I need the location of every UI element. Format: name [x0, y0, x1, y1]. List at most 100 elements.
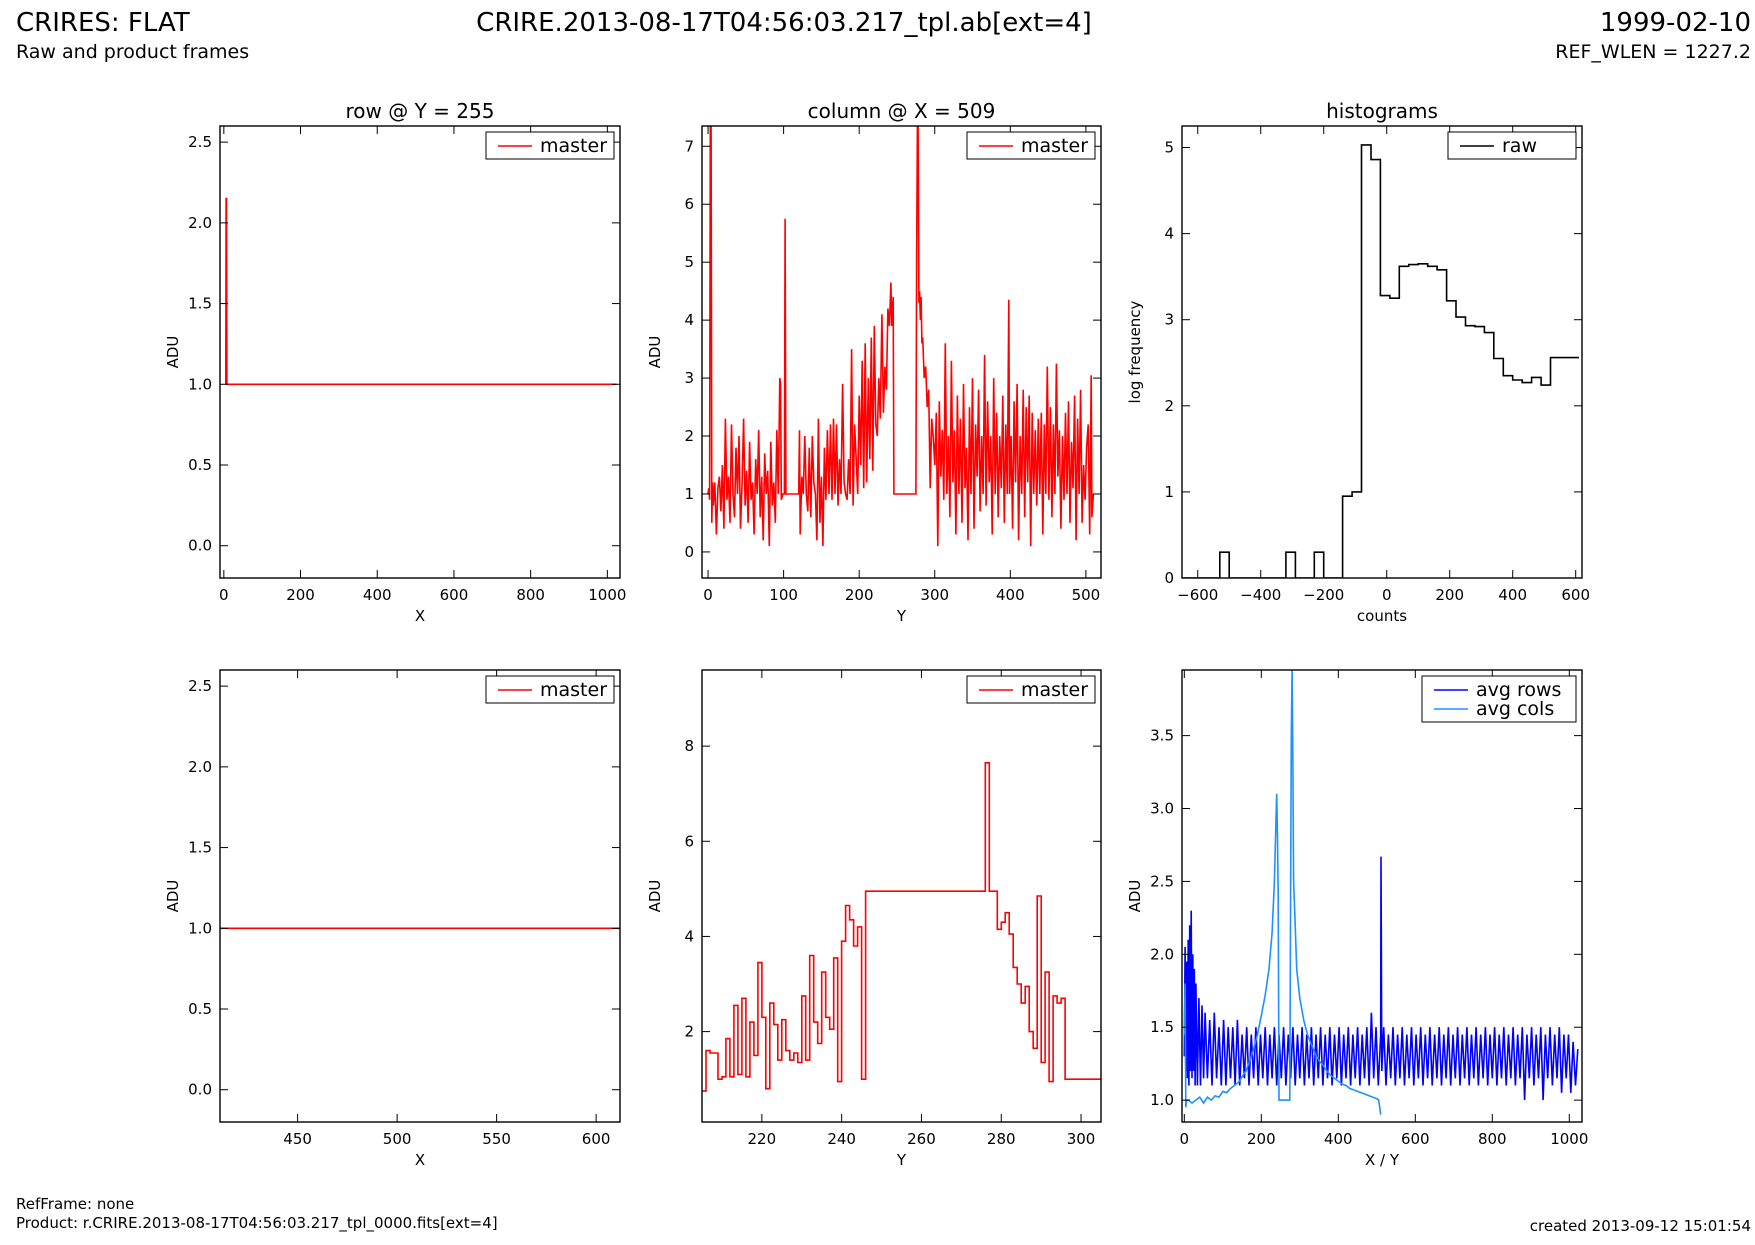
x-tick-label: 300 — [920, 586, 949, 604]
y-tick-label: 6 — [684, 832, 694, 850]
created-timestamp: created 2013-09-12 15:01:54 — [1529, 1217, 1751, 1235]
product-name: Product: r.CRIRE.2013-08-17T04:56:03.217… — [16, 1214, 498, 1232]
ref-frame: RefFrame: none — [16, 1195, 135, 1213]
x-tick-label: 1000 — [1550, 1130, 1588, 1148]
y-tick-label: 4 — [684, 927, 694, 945]
x-tick-label: 550 — [482, 1130, 511, 1148]
x-tick-label: 400 — [1324, 1130, 1353, 1148]
y-axis-label: ADU — [646, 880, 664, 913]
x-axis-label: counts — [1357, 607, 1407, 625]
legend-box — [1421, 675, 1577, 723]
y-axis-label: ADU — [164, 336, 182, 369]
legend-label: avg cols — [1476, 698, 1554, 720]
x-tick-label: −200 — [1303, 586, 1344, 604]
y-tick-label: 5 — [1164, 139, 1174, 157]
y-axis-label: ADU — [1126, 880, 1144, 913]
x-tick-label: 0 — [1382, 586, 1392, 604]
y-tick-label: 1.0 — [1150, 1091, 1174, 1109]
y-tick-label: 1.5 — [188, 295, 212, 313]
legend-label: master — [1021, 679, 1088, 701]
legend: master — [485, 131, 615, 160]
legend-label: master — [540, 135, 607, 157]
y-tick-label: 0.0 — [188, 1081, 212, 1099]
legend: master — [485, 675, 615, 704]
plot-frame — [1181, 125, 1583, 579]
x-tick-label: −400 — [1240, 586, 1281, 604]
plot-frame — [1181, 669, 1583, 1123]
chart-panel-3: −600 −400 −200 0 200 400 600 0 1 2 3 4 5 histograms co… — [1126, 99, 1590, 625]
x-tick-label: 500 — [383, 1130, 412, 1148]
y-axis-label: log frequency — [1126, 300, 1144, 403]
y-tick-label: 1 — [1164, 483, 1174, 501]
x-tick-label: 800 — [1478, 1130, 1507, 1148]
x-tick-label: 600 — [440, 586, 469, 604]
y-tick-label: 2.0 — [188, 214, 212, 232]
x-axis-label: Y — [896, 1151, 907, 1169]
y-tick-label: 0 — [684, 543, 694, 561]
y-tick-label: 5 — [684, 253, 694, 271]
legend-label: master — [540, 679, 607, 701]
series-line-raw — [1182, 144, 1579, 578]
y-tick-label: 2.5 — [1150, 872, 1174, 890]
report-subtitle: Raw and product frames — [16, 41, 250, 63]
legend-label: avg rows — [1476, 679, 1561, 701]
y-tick-label: 0.5 — [188, 1000, 212, 1018]
x-tick-label: 200 — [845, 586, 874, 604]
x-axis-label: X / Y — [1365, 1151, 1400, 1169]
y-tick-label: 2.5 — [188, 133, 212, 151]
x-tick-label: 240 — [827, 1130, 856, 1148]
x-tick-label: 100 — [769, 586, 798, 604]
x-tick-label: 200 — [1435, 586, 1464, 604]
y-tick-label: 1.0 — [188, 919, 212, 937]
y-axis-label: ADU — [646, 336, 664, 369]
y-tick-label: 2.0 — [1150, 945, 1174, 963]
y-tick-label: 1.5 — [188, 839, 212, 857]
y-tick-label: 6 — [684, 195, 694, 213]
x-tick-label: 600 — [582, 1130, 611, 1148]
chart-panel-6: 0 200 400 600 800 1000 1.0 1.5 2.0 2.5 3.0 3.5 X / Y… — [1126, 669, 1588, 1169]
ref-wlen: REF_WLEN = 1227.2 — [1555, 41, 1751, 63]
plot-frame — [219, 669, 621, 1123]
y-tick-label: 2 — [1164, 397, 1174, 415]
series-line-master — [707, 126, 1095, 547]
y-tick-label: 3 — [684, 369, 694, 387]
chart-title: row @ Y = 255 — [346, 99, 495, 123]
y-tick-label: 2.5 — [188, 677, 212, 695]
y-tick-label: 2 — [684, 1023, 694, 1041]
legend-label: raw — [1502, 135, 1537, 157]
y-tick-label: 3.5 — [1150, 727, 1174, 745]
x-tick-label: 400 — [1498, 586, 1527, 604]
x-tick-label: 400 — [996, 586, 1025, 604]
x-tick-label: 600 — [1401, 1130, 1430, 1148]
x-tick-label: 220 — [748, 1130, 777, 1148]
report-date: 1999-02-10 — [1599, 8, 1751, 38]
x-tick-label: 450 — [283, 1130, 312, 1148]
x-axis-label: X — [415, 1151, 425, 1169]
x-tick-label: 1000 — [588, 586, 626, 604]
y-tick-label: 2.0 — [188, 758, 212, 776]
x-tick-label: 500 — [1072, 586, 1101, 604]
legend: master — [966, 131, 1096, 160]
x-tick-label: 0 — [1180, 1130, 1190, 1148]
legend-label: master — [1021, 135, 1088, 157]
legend: master — [966, 675, 1096, 704]
legend: raw — [1447, 131, 1577, 160]
plot-frame — [219, 125, 621, 579]
x-tick-label: 400 — [363, 586, 392, 604]
y-tick-label: 1.5 — [1150, 1018, 1174, 1036]
series-line-avg-rows — [1183, 856, 1579, 1101]
y-tick-label: 4 — [1164, 225, 1174, 243]
chart-panel-2: 0 100 200 300 400 500 0 1 2 3 4 5 6 7 column @ X = 509… — [646, 99, 1102, 625]
chart-panel-4: 450 500 550 600 0.0 0.5 1.0 1.5 2.0 2.5 X ADU master — [164, 669, 621, 1169]
x-tick-label: 280 — [987, 1130, 1016, 1148]
y-tick-label: 3 — [1164, 311, 1174, 329]
x-axis-label: Y — [896, 607, 907, 625]
chart-title: column @ X = 509 — [808, 99, 996, 123]
series-line-master — [225, 197, 617, 386]
y-tick-label: 2 — [684, 427, 694, 445]
chart-panel-1: 0 200 400 600 800 1000 0.0 0.5 1.0 1.5 2.0 2.5 row @… — [164, 99, 626, 625]
plot-frame — [701, 669, 1102, 1123]
x-tick-label: 300 — [1067, 1130, 1096, 1148]
